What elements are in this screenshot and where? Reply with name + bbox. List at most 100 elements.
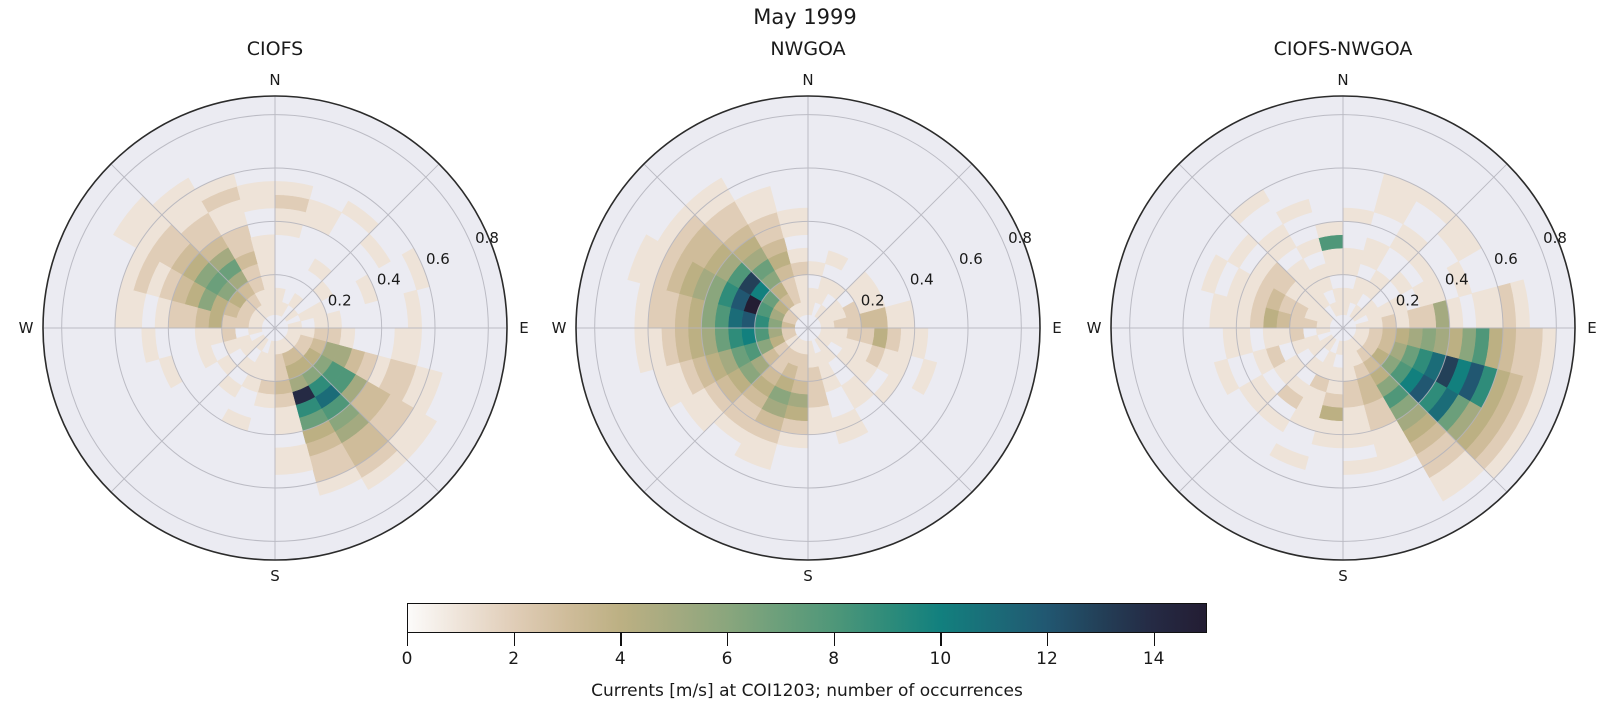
- grid-ring: [647, 167, 969, 489]
- colorbar-axis-label: Currents [m/s] at COI1203; number of occ…: [591, 681, 1023, 701]
- rose-cell: [194, 327, 211, 350]
- polar-plot-ciofs: 0.2 0.4 0.6 0.8 N E S W: [19, 71, 529, 585]
- colorbar-tick: [940, 633, 942, 646]
- grid-spoke: [807, 327, 973, 493]
- compass-label-e: E: [1052, 319, 1061, 337]
- polar-spine: [42, 95, 508, 561]
- radial-tick-label: 0.8: [1008, 229, 1032, 247]
- rose-cell: [786, 247, 809, 264]
- compass-label-n: N: [802, 71, 813, 89]
- grid-ring: [1289, 274, 1397, 382]
- rose-cell: [1321, 247, 1344, 264]
- colorbar-tick-label: 10: [929, 649, 952, 669]
- radial-tick-label: 0.8: [1543, 229, 1567, 247]
- rose-cell: [339, 327, 356, 350]
- colorbar-tick-label: 4: [614, 649, 626, 669]
- rose-cell: [1363, 237, 1391, 260]
- radial-tick-label: 0.2: [861, 292, 885, 310]
- rose-cell: [274, 379, 293, 395]
- grid-spoke: [110, 327, 276, 493]
- rose-cell: [727, 306, 744, 329]
- colorbar-tick: [1047, 633, 1049, 646]
- rose-cell: [1262, 306, 1279, 329]
- rose-cell: [305, 198, 343, 225]
- plot-title-ciofs: CIOFS: [246, 38, 304, 60]
- compass-label-w: W: [552, 319, 567, 337]
- rose-cell: [274, 392, 297, 409]
- rose-cell: [1407, 327, 1424, 350]
- rose-cell: [1342, 379, 1361, 395]
- plot-title-nwgoa: NWGOA: [770, 38, 846, 60]
- rose-cell: [208, 327, 224, 346]
- colorbar-tick-label: 14: [1142, 649, 1165, 669]
- polar-plot-nwgoa: 0.2 0.4 0.6 0.8 N E S W: [552, 71, 1062, 585]
- grid-spoke: [274, 163, 440, 329]
- rose-cells: [627, 177, 938, 470]
- polar-plot-ciofs-nwgoa: 0.2 0.4 0.6 0.8 N E S W: [1087, 71, 1597, 585]
- grid-ring: [594, 114, 1022, 542]
- compass-label-s: S: [270, 567, 280, 585]
- grid-ring: [754, 274, 862, 382]
- grid-spoke: [1342, 163, 1508, 329]
- radial-tick-label: 0.8: [475, 229, 499, 247]
- grid-ring: [167, 220, 383, 436]
- rose-cell: [872, 327, 889, 350]
- radial-tick-label: 0.4: [1445, 271, 1469, 289]
- compass-label-e: E: [519, 319, 528, 337]
- polar-grid: [43, 96, 507, 560]
- radial-tick-label: 0.6: [1494, 250, 1518, 268]
- grid-ring: [700, 220, 916, 436]
- rose-cell: [1321, 392, 1344, 409]
- polar-spine: [1110, 95, 1576, 561]
- grid-ring: [221, 274, 329, 382]
- colorbar-tick: [513, 633, 516, 646]
- rose-cell: [1276, 327, 1292, 346]
- radial-tick-label: 0.2: [328, 292, 352, 310]
- compass-label-w: W: [1087, 319, 1102, 337]
- rose-cell: [872, 306, 889, 329]
- rose-cell: [727, 327, 744, 350]
- compass-label-s: S: [1338, 567, 1348, 585]
- rose-cell: [257, 261, 276, 277]
- rose-cell: [1269, 443, 1309, 470]
- grid-spoke: [643, 163, 809, 329]
- grid-ring: [1235, 220, 1451, 436]
- rose-cell: [859, 310, 875, 329]
- colorbar-tick: [620, 633, 622, 646]
- rose-cell: [1394, 310, 1410, 329]
- polar-grid: [576, 96, 1040, 560]
- grid-spoke: [643, 327, 809, 493]
- rose-cell: [1342, 261, 1361, 277]
- figure-title: May 1999: [753, 5, 857, 29]
- compass-label-n: N: [269, 71, 280, 89]
- rose-cell: [253, 392, 276, 409]
- grid-spoke: [1342, 327, 1508, 493]
- radial-tick-label: 0.6: [959, 250, 983, 268]
- grid-spoke: [1178, 163, 1344, 329]
- colorbar-tick: [1153, 633, 1156, 646]
- plot-title-ciofs-nwgoa: CIOFS-NWGOA: [1273, 38, 1413, 60]
- rose-cell: [786, 392, 809, 409]
- rose-cell: [807, 261, 826, 277]
- rose-cell: [741, 327, 757, 346]
- polar-spine: [575, 95, 1041, 561]
- rose-cells: [112, 173, 443, 496]
- radial-tick-label: 0.4: [910, 271, 934, 289]
- colorbar-tick: [833, 633, 836, 646]
- rose-cell: [253, 247, 276, 264]
- colorbar-tick-label: 0: [401, 649, 413, 669]
- grid-ring: [61, 114, 489, 542]
- rose-cell: [1435, 459, 1485, 502]
- rose-cell: [790, 261, 809, 277]
- grid-ring: [1182, 167, 1504, 489]
- colorbar-tick-label: 12: [1036, 649, 1058, 669]
- colorbar-tick-label: 8: [828, 649, 840, 669]
- compass-label-n: N: [1337, 71, 1348, 89]
- colorbar-tick: [727, 633, 729, 646]
- compass-label-w: W: [19, 319, 34, 337]
- rose-cell: [1342, 392, 1365, 409]
- compass-label-s: S: [803, 567, 813, 585]
- radial-tick-label: 0.6: [426, 250, 450, 268]
- grid-ring: [114, 167, 436, 489]
